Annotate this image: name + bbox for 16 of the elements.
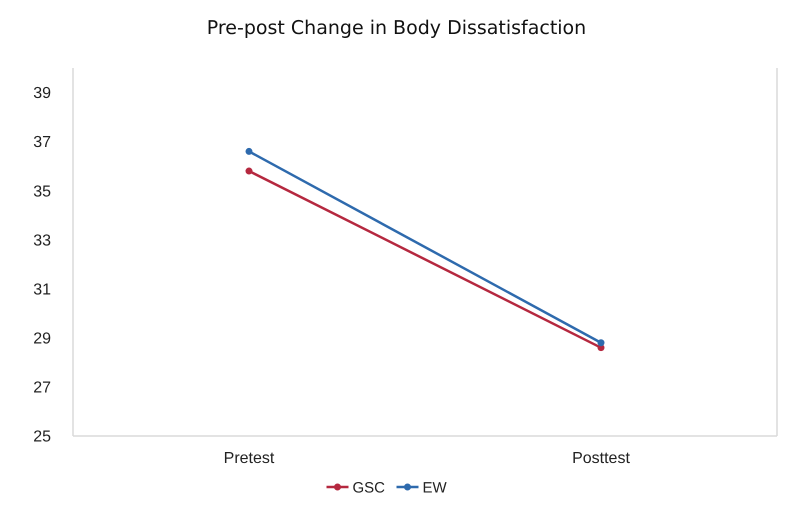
- y-tick-label: 37: [33, 134, 52, 152]
- y-tick-label: 29: [33, 330, 52, 348]
- legend-label: EW: [422, 479, 448, 496]
- y-tick-label: 27: [33, 380, 52, 397]
- point: [246, 168, 252, 175]
- legend-label: GSC: [352, 479, 386, 496]
- y-tick-label: 35: [33, 183, 52, 200]
- y-tick-label: 39: [33, 85, 52, 102]
- point: [598, 339, 604, 346]
- y-tick-label: 33: [33, 232, 52, 250]
- x-tick-label: Pretest: [224, 450, 275, 467]
- point: [246, 148, 252, 155]
- x-tick-label: Posttest: [572, 450, 630, 467]
- y-tick-label: 25: [33, 428, 52, 446]
- y-tick-label: 31: [33, 281, 52, 298]
- chart-title: Pre-post Change in Body Dissatisfaction: [206, 17, 586, 39]
